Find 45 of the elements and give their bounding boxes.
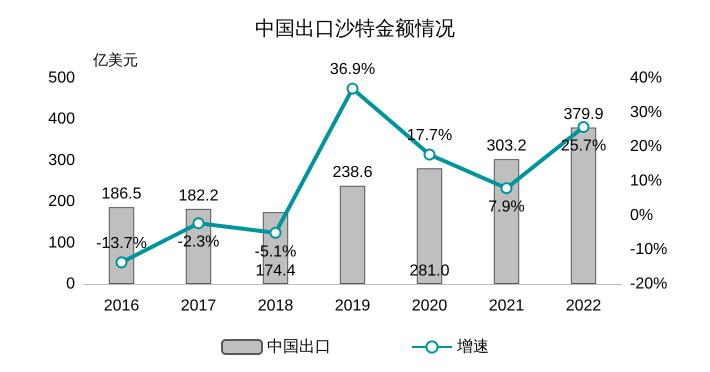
data-label: 303.2 (486, 138, 527, 155)
data-label: 238.6 (332, 164, 373, 182)
point (500, 182, 512, 194)
point (116, 256, 128, 268)
y2-tick-label: -10% (630, 241, 668, 258)
x-tick-label: 2019 (334, 298, 370, 314)
point (192, 217, 204, 230)
x-tick-label: 2020 (412, 298, 448, 314)
point (578, 121, 590, 134)
y2-tick-label: 20% (630, 138, 662, 156)
legend-label: 中国出口 (267, 338, 331, 356)
data-label: 174.4 (255, 262, 296, 280)
data-label: -5.1% (254, 243, 296, 260)
y-tick-label: 300 (48, 152, 76, 169)
x-tick-label: 2022 (566, 298, 602, 314)
y-tick-label: 0 (66, 276, 76, 292)
data-label: -2.3% (178, 234, 220, 251)
data-label: 186.5 (101, 186, 142, 203)
data-label: 25.7% (560, 138, 606, 155)
y-tick-label: 500 (48, 70, 76, 86)
data-label: 17.7% (406, 127, 452, 144)
chart-title: 中国出口沙特金额情况 (255, 18, 455, 40)
y2-tick-label: 40% (630, 70, 662, 86)
point (424, 148, 436, 161)
legend-label: 增速 (456, 338, 489, 356)
y-axis-title: 亿美元 (92, 52, 138, 69)
x-tick-label: 2018 (258, 298, 294, 314)
x-tick-label: 2017 (180, 298, 216, 314)
point (270, 226, 282, 239)
data-label: 36.9% (330, 61, 376, 78)
data-label: 379.9 (563, 106, 604, 123)
y2-tick-label: 30% (630, 104, 662, 121)
data-label: 182.2 (178, 187, 219, 204)
data-label: -13.7% (96, 234, 147, 252)
y2-tick-label: 0% (630, 206, 654, 224)
data-label: 281.0 (409, 262, 450, 280)
y2-tick-label: 10% (630, 172, 662, 190)
point (346, 82, 358, 95)
y-tick-label: 100 (48, 234, 76, 252)
x-tick-label: 2021 (488, 298, 524, 314)
y-tick-label: 400 (48, 110, 76, 128)
data-label: 7.9% (488, 198, 525, 216)
y-tick-label: 200 (48, 193, 76, 210)
x-tick-label: 2016 (104, 298, 140, 314)
y2-tick-label: -20% (630, 276, 668, 292)
